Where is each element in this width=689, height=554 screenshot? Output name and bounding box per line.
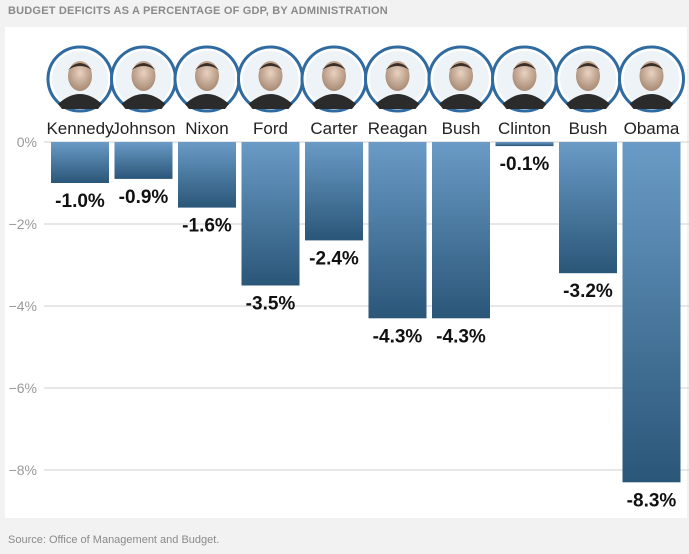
president-portrait-icon bbox=[173, 45, 241, 113]
y-tick-label: −6% bbox=[9, 380, 37, 396]
president-name-label: Reagan bbox=[368, 119, 428, 138]
deficit-bar bbox=[51, 142, 109, 183]
president-name-label: Bush bbox=[569, 119, 608, 138]
source-note: Source: Office of Management and Budget. bbox=[8, 534, 220, 546]
chart-title: BUDGET DEFICITS AS A PERCENTAGE OF GDP, … bbox=[8, 5, 388, 17]
deficit-bar bbox=[368, 142, 427, 319]
bar-value-label: -3.5% bbox=[246, 294, 296, 315]
president-name-label: Johnson bbox=[111, 119, 175, 138]
deficit-bar bbox=[178, 142, 236, 208]
deficit-bar bbox=[114, 142, 173, 179]
bar-value-label: -3.2% bbox=[563, 281, 613, 302]
bar-value-label: -4.3% bbox=[436, 326, 486, 347]
president-portrait-icon bbox=[46, 45, 114, 113]
president-portrait-icon bbox=[300, 45, 368, 113]
president-portrait-icon bbox=[364, 45, 431, 113]
bar-value-label: -2.4% bbox=[309, 248, 359, 269]
bar-value-label: -1.6% bbox=[182, 216, 232, 237]
deficit-bar bbox=[622, 142, 681, 483]
y-tick-label: −8% bbox=[9, 462, 37, 478]
president-name-label: Bush bbox=[442, 119, 481, 138]
bar-value-label: -0.9% bbox=[119, 187, 169, 208]
president-portrait-icon bbox=[491, 45, 558, 113]
president-name-label: Ford bbox=[253, 119, 288, 138]
president-name-label: Kennedy bbox=[46, 119, 114, 138]
deficit-bar bbox=[559, 142, 617, 274]
y-tick-label: 0% bbox=[17, 134, 37, 150]
president-portrait-icon bbox=[618, 45, 685, 113]
deficit-bar bbox=[432, 142, 490, 319]
bar-value-label: -1.0% bbox=[55, 191, 105, 212]
president-name-label: Clinton bbox=[498, 119, 551, 138]
president-name-label: Carter bbox=[310, 119, 358, 138]
bar-value-label: -0.1% bbox=[500, 154, 550, 175]
president-portrait-icon bbox=[110, 45, 177, 113]
president-name-label: Nixon bbox=[185, 119, 228, 138]
president-portrait-icon bbox=[427, 45, 495, 113]
deficit-bar bbox=[495, 142, 554, 147]
deficit-bar bbox=[305, 142, 363, 241]
president-name-label: Obama bbox=[624, 119, 680, 138]
y-tick-label: −2% bbox=[9, 216, 37, 232]
bar-value-label: -4.3% bbox=[373, 326, 423, 347]
president-portrait-icon bbox=[554, 45, 622, 113]
y-tick-label: −4% bbox=[9, 298, 37, 314]
deficit-bar bbox=[241, 142, 300, 286]
president-portrait-icon bbox=[237, 45, 304, 113]
bar-value-label: -8.3% bbox=[627, 490, 677, 511]
